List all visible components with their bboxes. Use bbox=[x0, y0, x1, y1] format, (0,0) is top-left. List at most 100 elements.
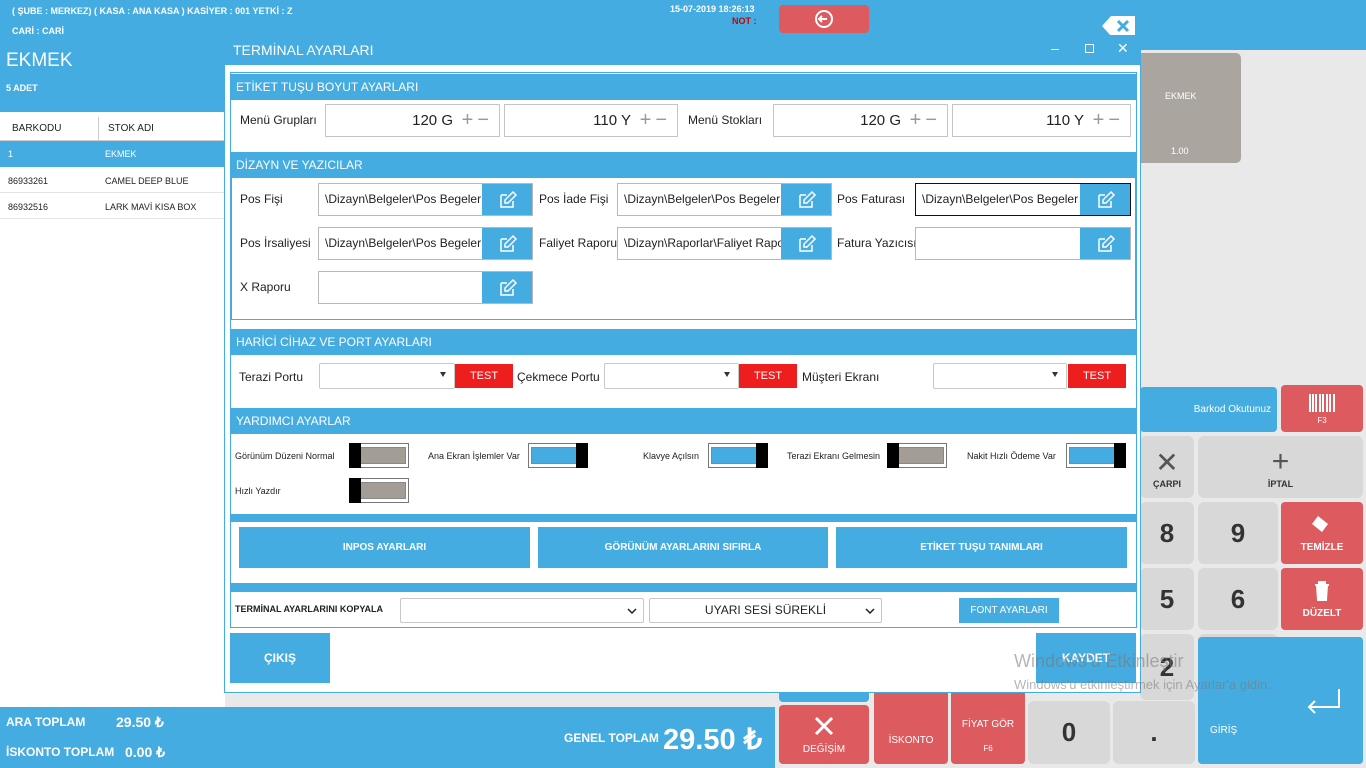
toggle-scale-screen[interactable] bbox=[887, 443, 947, 468]
enter-label: GİRİŞ bbox=[1210, 725, 1238, 736]
pos-receipt-field[interactable]: \Dizayn\Belgeler\Pos Begeler bbox=[318, 183, 533, 216]
key-8[interactable]: 8 bbox=[1140, 502, 1194, 564]
scale-test-button[interactable]: TEST bbox=[455, 364, 513, 388]
pos-waybill-field[interactable]: \Dizayn\Belgeler\Pos Begeler bbox=[318, 227, 533, 260]
chevron-down-icon bbox=[724, 372, 730, 377]
edit-button[interactable]: DÜZELT bbox=[1281, 568, 1363, 630]
discount-total-value: 0.00 ₺ bbox=[125, 744, 166, 760]
table-row[interactable]: 1 EKMEK bbox=[0, 141, 225, 167]
col-stock-name: STOK ADI bbox=[108, 123, 154, 134]
chevron-down-icon bbox=[865, 608, 875, 614]
menu-groups-width-stepper[interactable]: 120 G +− bbox=[325, 104, 500, 137]
edit-icon[interactable] bbox=[482, 228, 532, 259]
edit-icon[interactable] bbox=[1080, 184, 1130, 215]
customer-display-select[interactable] bbox=[933, 363, 1067, 389]
toggle-quick-cash[interactable] bbox=[1066, 443, 1126, 468]
note-label: NOT : bbox=[732, 16, 757, 26]
enter-icon bbox=[1307, 689, 1340, 714]
minimize-icon[interactable]: – bbox=[1051, 40, 1059, 56]
key-9[interactable]: 9 bbox=[1198, 502, 1278, 564]
toggle-keyboard[interactable] bbox=[708, 443, 768, 468]
label-key-definitions-button[interactable]: ETİKET TUŞU TANIMLARI bbox=[836, 527, 1127, 568]
cancel-button[interactable]: + İPTAL bbox=[1198, 436, 1363, 498]
menu-stocks-height-stepper[interactable]: 110 Y +− bbox=[952, 104, 1131, 137]
table-header: BARKODU STOK ADI bbox=[0, 117, 225, 141]
stepper-value: 110 Y bbox=[593, 112, 631, 129]
barcode-button[interactable]: F3 bbox=[1281, 385, 1363, 432]
toggle-quick-print[interactable] bbox=[349, 478, 409, 503]
warning-sound-select[interactable]: UYARI SESİ SÜREKLİ bbox=[649, 598, 882, 623]
plus-minus-icon[interactable]: +− bbox=[461, 109, 493, 131]
key-dot[interactable]: . bbox=[1113, 701, 1195, 764]
menu-stocks-width-stepper[interactable]: 120 G +− bbox=[773, 104, 948, 137]
field-value: \Dizayn\Belgeler\Pos Begeler bbox=[922, 192, 1079, 206]
close-icon[interactable]: ✕ bbox=[1117, 40, 1129, 56]
pos-return-label: Pos İade Fişi bbox=[539, 192, 609, 206]
save-button[interactable]: KAYDET bbox=[1036, 633, 1136, 683]
stepper-value: 120 G bbox=[412, 112, 453, 129]
copy-settings-label: TERMİNAL AYARLARINI KOPYALA bbox=[235, 604, 384, 614]
discount-button[interactable]: İSKONTO bbox=[874, 690, 948, 764]
key-2[interactable]: 2 bbox=[1140, 634, 1194, 700]
drawer-test-button[interactable]: TEST bbox=[739, 364, 797, 388]
backspace-icon[interactable] bbox=[1101, 15, 1137, 37]
invoice-printer-label: Fatura Yazıcısı bbox=[837, 236, 917, 250]
maximize-icon[interactable] bbox=[1085, 44, 1094, 53]
activity-report-field[interactable]: \Dizayn\Raporlar\Faliyet Rapo bbox=[617, 227, 832, 260]
toggle-normal-view[interactable] bbox=[349, 443, 409, 468]
multiply-button[interactable]: ✕ ÇARPI bbox=[1140, 436, 1194, 498]
price-check-button[interactable]: FİYAT GÖR F6 bbox=[951, 690, 1025, 764]
copy-settings-select[interactable] bbox=[400, 598, 644, 623]
plus-minus-icon[interactable]: +− bbox=[909, 109, 941, 131]
discount-total-label: İSKONTO TOPLAM bbox=[6, 745, 115, 759]
table-row[interactable]: 86933261 CAMEL DEEP BLUE bbox=[0, 167, 225, 193]
activation-watermark-title: Windows'u Etkinleştir bbox=[1014, 651, 1184, 671]
invoice-printer-field[interactable] bbox=[915, 227, 1131, 260]
field-value: \Dizayn\Raporlar\Faliyet Rapo bbox=[624, 236, 785, 250]
field-value: \Dizayn\Belgeler\Pos Begeler bbox=[325, 236, 482, 250]
enter-key-arrow-area[interactable] bbox=[1283, 637, 1363, 764]
x-report-field[interactable] bbox=[318, 271, 533, 304]
key-5[interactable]: 5 bbox=[1140, 568, 1194, 630]
col-barcode: BARKODU bbox=[12, 123, 62, 134]
edit-icon[interactable] bbox=[482, 272, 532, 303]
x-report-label: X Raporu bbox=[240, 280, 291, 294]
inpos-settings-button[interactable]: INPOS AYARLARI bbox=[239, 527, 530, 568]
multiply-label: ÇARPI bbox=[1152, 478, 1181, 489]
section2-border bbox=[231, 178, 1136, 320]
toggle-label-quick-cash: Nakit Hızlı Ödeme Var bbox=[967, 451, 1056, 461]
font-settings-button[interactable]: FONT AYARLARI bbox=[959, 598, 1059, 623]
barcode-key-label: F3 bbox=[1317, 416, 1327, 425]
customer-info: CARİ : CARİ bbox=[12, 26, 64, 36]
cancel-label: İPTAL bbox=[1267, 479, 1294, 489]
key-6[interactable]: 6 bbox=[1198, 568, 1278, 630]
price-check-label: FİYAT GÖR bbox=[961, 719, 1015, 730]
barcode-input[interactable]: Barkod Okutunuz bbox=[1140, 387, 1277, 432]
menu-groups-height-stepper[interactable]: 110 Y +− bbox=[504, 104, 678, 137]
edit-icon[interactable] bbox=[781, 184, 831, 215]
plus-minus-icon[interactable]: +− bbox=[1092, 109, 1124, 131]
plus-minus-icon[interactable]: +− bbox=[639, 109, 671, 131]
product-qty: 5 ADET bbox=[6, 83, 38, 93]
key-0[interactable]: 0 bbox=[1028, 701, 1110, 764]
toggle-label-keyboard: Klavye Açılsın bbox=[643, 451, 700, 461]
edit-icon[interactable] bbox=[482, 184, 532, 215]
cancel-exit-button[interactable]: ÇIKIŞ bbox=[230, 633, 330, 683]
exit-button[interactable] bbox=[779, 5, 869, 33]
hidden-blue-key[interactable] bbox=[779, 690, 869, 702]
pos-return-field[interactable]: \Dizayn\Belgeler\Pos Begeler bbox=[617, 183, 832, 216]
section-design-printers: DİZAYN VE YAZICILAR bbox=[231, 152, 1136, 178]
table-row[interactable]: 86932516 LARK MAVİ KISA BOX bbox=[0, 193, 225, 219]
exchange-button[interactable]: DEĞİŞİM bbox=[779, 705, 869, 764]
product-header bbox=[0, 40, 225, 112]
clear-button[interactable]: TEMİZLE bbox=[1281, 502, 1363, 564]
toggle-main-actions[interactable] bbox=[528, 443, 588, 468]
pos-invoice-field[interactable]: \Dizayn\Belgeler\Pos Begeler bbox=[915, 183, 1131, 216]
edit-icon[interactable] bbox=[1080, 228, 1130, 259]
barcode-placeholder: Barkod Okutunuz bbox=[1193, 404, 1271, 415]
customer-display-test-button[interactable]: TEST bbox=[1068, 364, 1126, 388]
reset-view-button[interactable]: GÖRÜNÜM AYARLARINI SIFIRLA bbox=[538, 527, 828, 568]
scale-port-select[interactable] bbox=[319, 363, 455, 389]
edit-icon[interactable] bbox=[781, 228, 831, 259]
drawer-port-select[interactable] bbox=[604, 363, 739, 389]
